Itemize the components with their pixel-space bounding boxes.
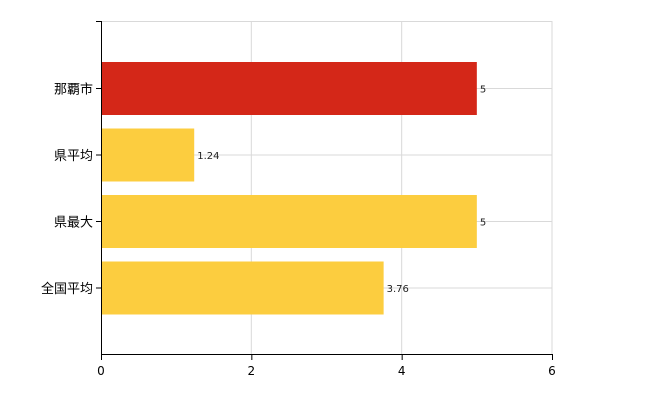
bar-2 bbox=[101, 195, 477, 248]
bar-0 bbox=[101, 62, 477, 115]
x-tick-label-1: 2 bbox=[248, 364, 256, 378]
data-label-3: 3.76 bbox=[387, 284, 409, 295]
category-label-2: 県最大 bbox=[54, 216, 93, 231]
data-label-0: 5 bbox=[480, 85, 486, 96]
category-label-1: 県平均 bbox=[54, 149, 93, 164]
labels: 5 那覇市 1.24 県平均 5 県最大 3.76 全国平均 0 2 4 6 bbox=[41, 82, 556, 379]
x-tick-label-0: 0 bbox=[97, 364, 105, 378]
data-label-2: 5 bbox=[480, 218, 486, 229]
bars bbox=[101, 62, 477, 315]
x-tick-label-2: 4 bbox=[398, 364, 406, 378]
axes bbox=[96, 21, 553, 360]
x-tick-label-3: 6 bbox=[548, 364, 556, 378]
bar-3 bbox=[101, 261, 384, 315]
category-label-0: 那覇市 bbox=[54, 82, 93, 98]
category-label-3: 全国平均 bbox=[41, 281, 93, 297]
data-label-1: 1.24 bbox=[197, 151, 219, 162]
bar-1 bbox=[101, 128, 195, 182]
